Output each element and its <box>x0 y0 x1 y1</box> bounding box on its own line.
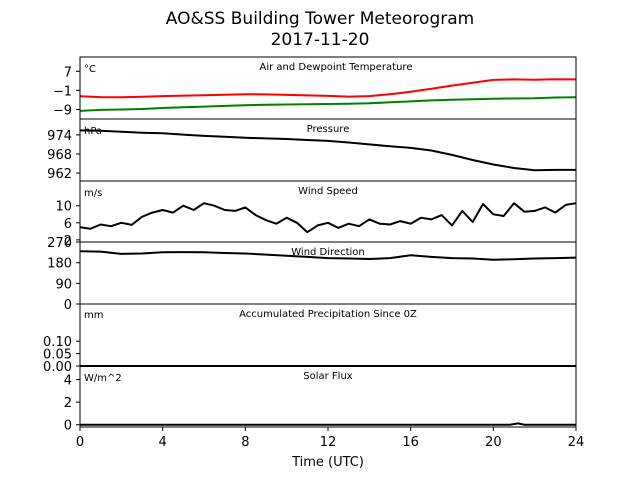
panel-5-title: Accumulated Precipitation Since 0Z <box>239 309 417 320</box>
panel-4-ytick-label: 270 <box>47 236 72 251</box>
panel-6-ytick-label: 0 <box>64 419 72 434</box>
panel-1-series-line-2 <box>79 96 577 112</box>
panel-1-ytick-label: −1 <box>53 84 72 99</box>
panel-6-title: Solar Flux <box>303 371 353 382</box>
panel-6-frame <box>79 365 577 428</box>
panel-4-ytick-label: 180 <box>47 257 72 272</box>
x-axis: 0 4 8 12 16 20 24 <box>76 435 584 450</box>
panel-3-ytick-label: 10 <box>55 200 72 215</box>
panel-3-title: Wind Speed <box>298 186 358 197</box>
panel-2-unit-label: hPa <box>84 126 102 137</box>
xtick-label: 4 <box>159 435 167 450</box>
panel-2: 974 968 962 Pressure hPa <box>47 118 577 182</box>
figure-title: AO&SS Building Tower Meteorogram <box>166 9 474 29</box>
panel-5-unit-label: mm <box>84 310 103 321</box>
panel-3-series-line-1 <box>79 202 577 234</box>
xtick-label: 24 <box>568 435 585 450</box>
panel-4: 270 180 90 0 Wind Direction <box>47 236 577 313</box>
panel-6-series-line-1 <box>80 422 576 426</box>
panel-1-unit-label: °C <box>84 64 96 75</box>
figure-date: 2017-11-20 <box>271 30 370 50</box>
panel-3-ytick-label: 6 <box>64 217 72 232</box>
panel-5-ytick-label: 0.10 <box>43 335 72 350</box>
xtick-label: 8 <box>241 435 249 450</box>
panel-5: 0.100.050.00 Accumulated Precipitation Si… <box>43 303 577 375</box>
panel-2-title: Pressure <box>307 124 350 135</box>
panel-3-ytick-label: 2 <box>64 234 72 249</box>
xtick-label: 20 <box>485 435 502 450</box>
x-axis-label: Time (UTC) <box>291 455 364 470</box>
panel-1-ytick-label: 7 <box>64 65 72 80</box>
panel-4-series-line-1 <box>79 250 577 261</box>
panel-4-ytick-label: 0 <box>64 298 72 313</box>
panel-6: 4 2 0 Solar Flux W/m^2 <box>64 365 577 434</box>
panel-3-unit-label: m/s <box>84 188 102 199</box>
panel-1-title: Air and Dewpoint Temperature <box>260 62 413 73</box>
xtick-label: 16 <box>402 435 419 450</box>
xtick-label: 12 <box>320 435 337 450</box>
panel-3: 10 6 2 Wind Speed m/s <box>55 180 577 249</box>
panel-2-ytick-label: 968 <box>47 148 72 163</box>
panel-6-ytick-label: 4 <box>64 374 72 389</box>
panel-1-series-line-1 <box>79 78 577 99</box>
panel-6-ytick-label: 2 <box>64 396 72 411</box>
xtick-label: 0 <box>76 435 84 450</box>
panel-5-ytick-label: 0.05 <box>43 348 72 363</box>
panels-group: 7 −1 −9 Air and Dewpoint Temperature °C 974 96… <box>43 56 577 434</box>
panel-2-series-line-1 <box>79 129 576 172</box>
panel-6-unit-label: W/m^2 <box>84 373 122 384</box>
panel-4-ytick-label: 90 <box>55 277 72 292</box>
panel-2-ytick-label: 962 <box>47 167 72 182</box>
panel-5-ytick-label: 0.00 <box>43 360 72 375</box>
panel-1: 7 −1 −9 Air and Dewpoint Temperature °C <box>53 56 577 120</box>
panel-4-title: Wind Direction <box>291 247 365 258</box>
panel-2-ytick-label: 974 <box>47 129 72 144</box>
panel-1-ytick-label: −9 <box>53 103 72 118</box>
